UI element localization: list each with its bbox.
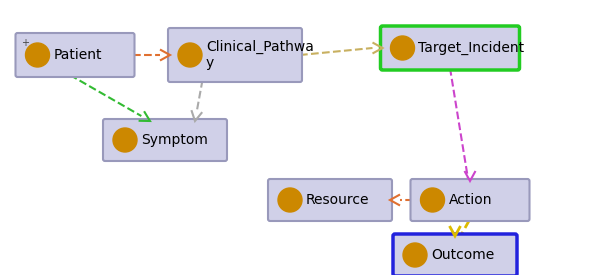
Circle shape [421,188,444,212]
Text: Clinical_Pathwa
y: Clinical_Pathwa y [206,40,314,70]
FancyBboxPatch shape [15,33,135,77]
Text: +: + [21,38,30,48]
Text: Outcome: Outcome [431,248,494,262]
FancyBboxPatch shape [168,28,302,82]
Circle shape [278,188,302,212]
FancyBboxPatch shape [411,179,530,221]
Text: Resource: Resource [306,193,369,207]
Circle shape [113,128,137,152]
Circle shape [391,36,414,60]
Circle shape [25,43,50,67]
Text: Patient: Patient [54,48,102,62]
Text: Symptom: Symptom [141,133,208,147]
FancyBboxPatch shape [103,119,227,161]
FancyBboxPatch shape [268,179,392,221]
FancyBboxPatch shape [393,234,517,275]
Text: Action: Action [449,193,492,207]
Circle shape [178,43,202,67]
Circle shape [403,243,427,267]
Text: Target_Incident: Target_Incident [418,41,525,55]
FancyBboxPatch shape [381,26,519,70]
